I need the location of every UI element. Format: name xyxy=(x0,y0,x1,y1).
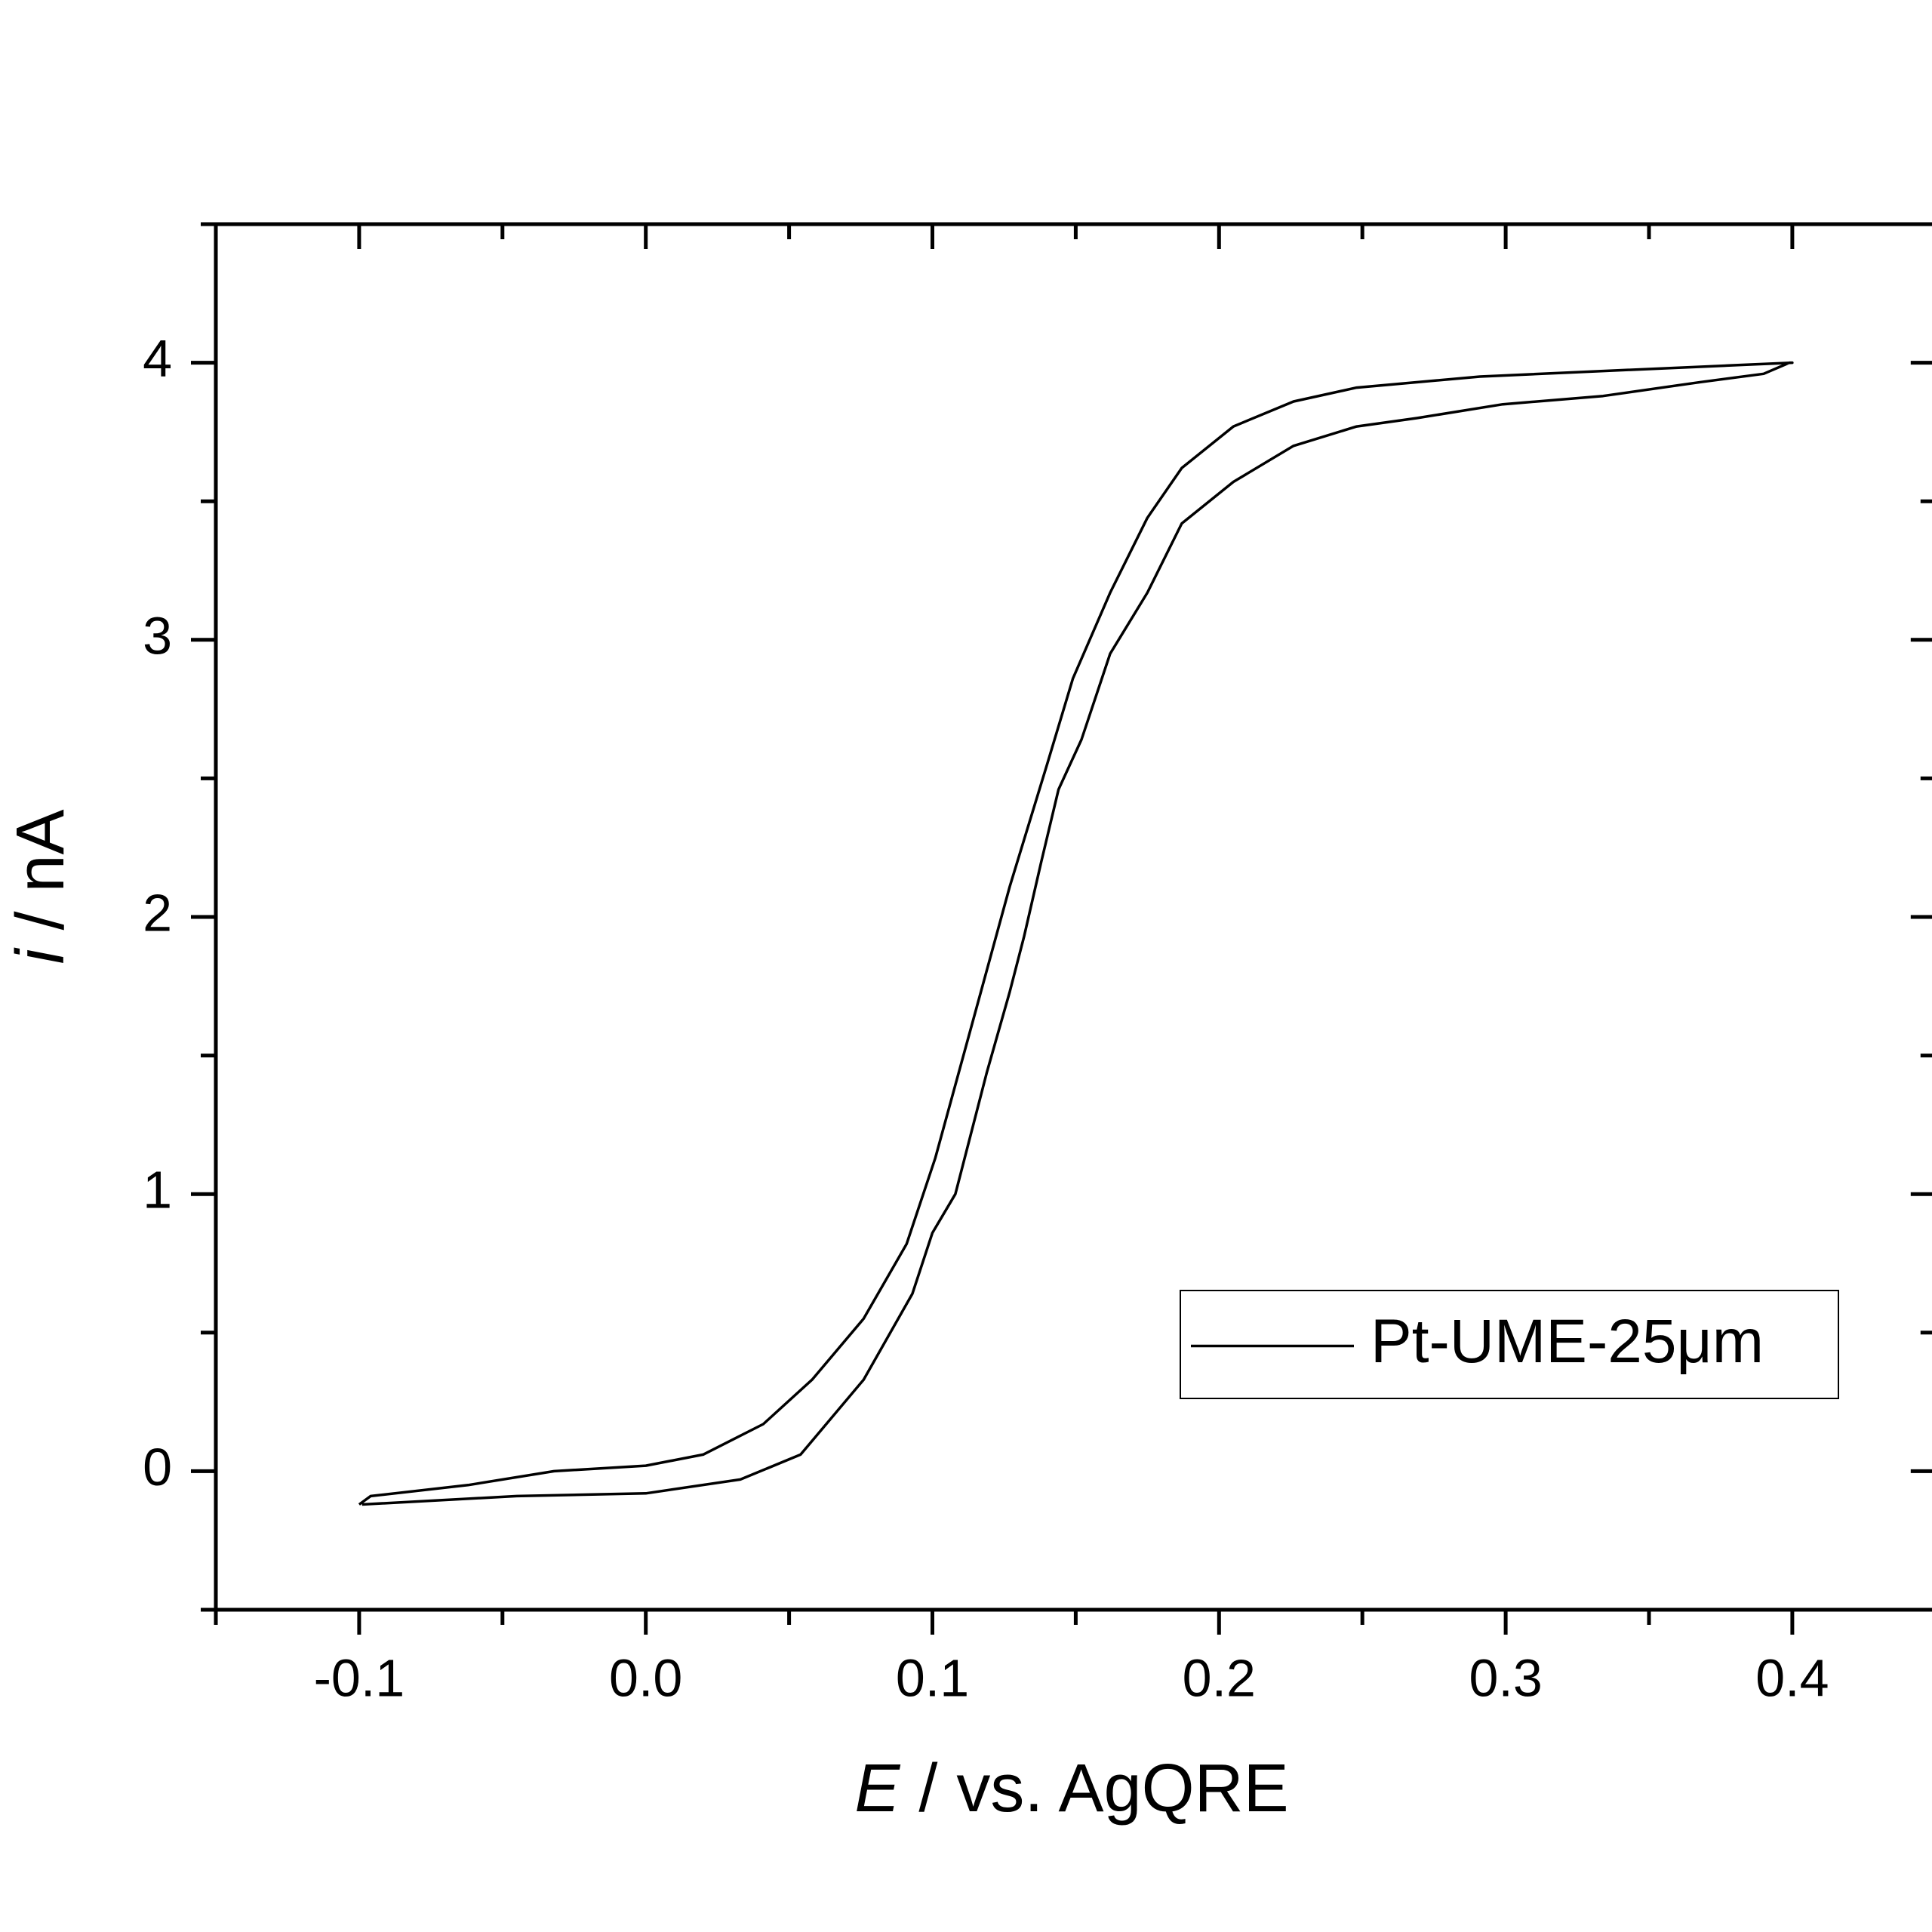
y-label-symbol: i xyxy=(3,947,78,964)
y-label-unit: / nA xyxy=(3,809,78,949)
y-tick-label: 1 xyxy=(143,1161,172,1220)
x-tick-label: 0.2 xyxy=(1183,1648,1256,1707)
x-axis-label: E / vs. AgQRE xyxy=(854,1751,1288,1826)
data-line xyxy=(358,361,1794,1506)
x-tick-label: 0.3 xyxy=(1469,1648,1542,1707)
y-tick-label: 3 xyxy=(143,606,172,665)
x-tick-label: 0.1 xyxy=(896,1648,969,1707)
y-tick-label: 2 xyxy=(143,883,172,942)
x-label-symbol: E xyxy=(854,1751,900,1826)
x-tick-label: 0.0 xyxy=(609,1648,682,1707)
legend-box xyxy=(1180,1290,1839,1399)
y-tick-label: 0 xyxy=(143,1438,172,1497)
y-axis-label: i / nA xyxy=(3,809,78,964)
x-label-unit: / vs. AgQRE xyxy=(900,1751,1288,1826)
x-tick-label: 0.4 xyxy=(1755,1648,1829,1707)
plot-frame xyxy=(214,222,1932,1612)
x-tick-label: -0.1 xyxy=(314,1648,405,1707)
legend-label: Pt-UME-25μm xyxy=(1371,1307,1764,1376)
y-tick-label: 4 xyxy=(143,329,172,388)
